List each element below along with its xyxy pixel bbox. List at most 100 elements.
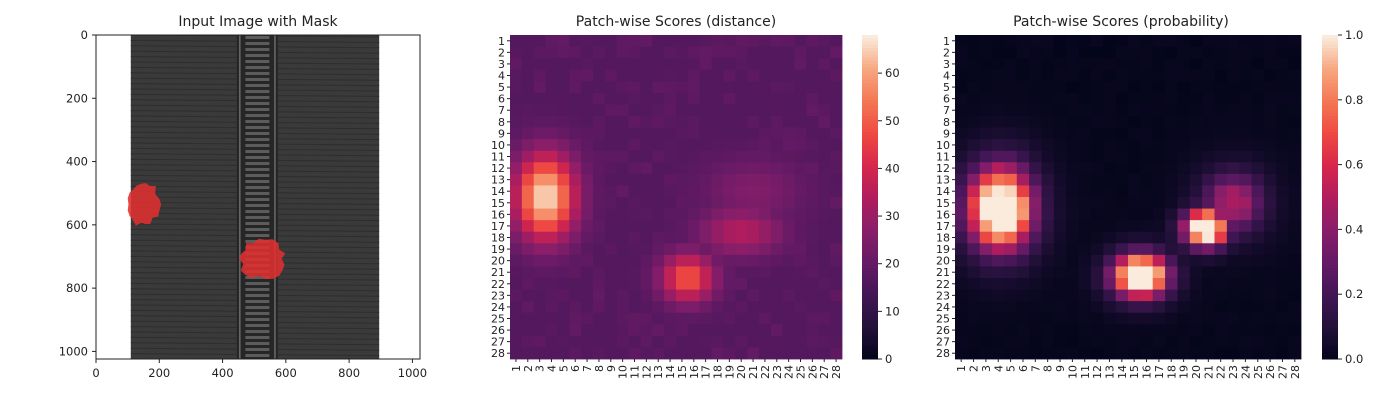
heatmap-cell [711,197,724,209]
row-tick-label: 8 [943,116,950,129]
colorbar-segment [862,313,878,318]
row-tick-label: 17 [491,220,505,233]
heatmap-cell [510,231,523,244]
heatmap-cell [1177,81,1191,94]
heatmap-cell [569,162,582,175]
heatmap-cell [1214,243,1228,256]
heatmap-cell [1128,116,1141,128]
heatmap-cell [640,69,653,82]
heatmap-cell [794,139,807,152]
heatmap-cell [1016,335,1030,348]
heatmap-cell [664,46,677,59]
heatmap-cell [1251,347,1265,360]
heatmap-cell [699,104,712,117]
heatmap-cell [1066,289,1079,302]
heatmap-cell [604,173,618,186]
heatmap-cell [806,243,819,256]
probability-heatmap-cells [955,35,1302,360]
heatmap-cell [955,347,968,360]
heatmap-cell [1090,197,1104,209]
colorbar-segment [862,206,878,211]
heatmap-cell [1165,58,1178,71]
heatmap-cell [1103,231,1117,244]
heatmap-cell [1066,35,1079,47]
heatmap-cell [1202,289,1215,302]
heatmap-cell [955,104,968,117]
colorbar-segment [1322,93,1338,98]
colorbar-segment [862,339,878,344]
heatmap-cell [967,104,981,117]
heatmap-cell [1004,58,1018,71]
heatmap-cell [510,150,523,163]
heatmap-cell [1226,46,1240,59]
col-tick-label: 27 [1276,365,1289,379]
zipper-tooth [245,36,270,39]
colorbar-segment [862,203,878,208]
heatmap-cell [967,301,981,314]
heatmap-cell [1016,289,1030,302]
colorbar-segment [1322,112,1338,117]
heatmap-cell [593,35,606,47]
heatmap-cell [628,58,641,71]
heatmap-cell [616,324,629,337]
heatmap-cell [992,150,1005,163]
heatmap-cell [723,197,736,209]
heatmap-cell [1053,243,1067,256]
row-tick-label: 15 [936,197,950,210]
heatmap-cell [723,220,736,233]
heatmap-cell [699,254,712,267]
heatmap-cell [759,35,772,47]
heatmap-cell [992,58,1005,71]
heatmap-cell [967,254,981,267]
heatmap-cell [1152,335,1166,348]
heatmap-cell [806,58,819,71]
heatmap-cell [735,162,748,175]
heatmap-cell [652,104,665,117]
heatmap-cell [533,162,546,175]
heatmap-cell [545,150,558,163]
panel-distance-heatmap: Patch-wise Scores (distance) 12345678910… [491,14,900,379]
heatmap-cell [557,162,570,175]
heatmap-cell [1041,335,1055,348]
heatmap-cell [711,162,724,175]
heatmap-cell [664,301,677,314]
heatmap-cell [723,266,736,279]
colorbar-segment [1322,310,1338,315]
heatmap-cell [1053,278,1067,290]
heatmap-cell [664,92,677,105]
heatmap-cell [806,289,819,302]
row-tick-label: 23 [491,289,505,302]
heatmap-cell [521,139,535,152]
heatmap-cell [782,197,795,209]
heatmap-cell [979,58,993,71]
heatmap-cell [581,197,594,209]
heatmap-cell [545,46,558,59]
heatmap-cell [510,81,523,94]
heatmap-cell [581,81,594,94]
heatmap-cell [1029,208,1042,221]
heatmap-cell [1053,173,1067,186]
heatmap-cell [770,58,784,71]
heatmap-cell [955,312,968,325]
heatmap-cell [794,104,807,117]
heatmap-cell [979,116,993,128]
heatmap-cell [735,312,748,325]
heatmap-cell [1004,92,1018,105]
heatmap-cell [676,197,689,209]
heatmap-cell [1103,197,1117,209]
heatmap-cell [604,289,618,302]
heatmap-cell [1115,104,1129,117]
heatmap-cell [699,35,712,47]
heatmap-cell [818,58,831,71]
colorbar-segment [862,47,878,52]
heatmap-cell [735,347,748,360]
heatmap-cell [992,81,1005,94]
heatmap-cell [770,104,784,117]
heatmap-cell [593,197,606,209]
heatmap-cell [1103,185,1117,198]
heatmap-cell [1090,301,1104,314]
colorbar-segment [862,161,878,166]
heatmap-cell [955,139,968,152]
heatmap-cell [581,185,594,198]
heatmap-cell [1214,220,1228,233]
